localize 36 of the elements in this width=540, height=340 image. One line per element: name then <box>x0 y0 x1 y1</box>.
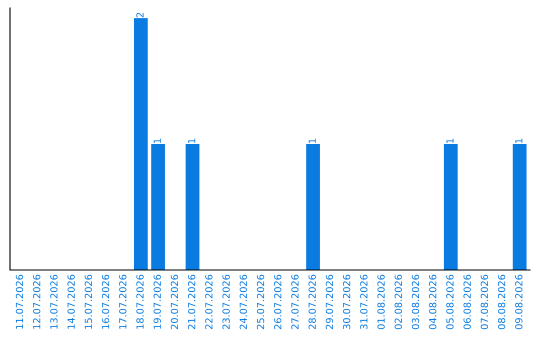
x-tick-label: 21.07.2026 <box>188 274 196 330</box>
x-tick-label: 15.07.2026 <box>84 274 92 329</box>
x-tick-label: 23.07.2026 <box>222 274 230 330</box>
data-label: 1 <box>188 138 196 143</box>
x-tick-label: 01.08.2026 <box>377 274 385 330</box>
data-label: 1 <box>308 138 316 143</box>
data-label: 1 <box>154 138 161 143</box>
data-label: 1 <box>446 138 454 143</box>
x-tick-label: 12.07.2026 <box>33 274 40 329</box>
data-label: 2 <box>136 12 144 18</box>
x-tick-label: 18.07.2026 <box>136 274 144 329</box>
x-tick-label: 06.08.2026 <box>463 274 471 330</box>
x-tick-label: 29.07.2026 <box>326 274 334 330</box>
x-tick-label: 31.07.2026 <box>360 274 368 330</box>
x-tick-label: 03.08.2026 <box>412 274 420 330</box>
x-tick-label: 07.08.2026 <box>480 274 488 330</box>
x-tick-label: 17.07.2026 <box>119 274 126 329</box>
x-tick-label: 22.07.2026 <box>205 274 213 330</box>
x-tick-label: 27.07.2026 <box>291 274 299 330</box>
x-tick-label: 25.07.2026 <box>256 274 264 330</box>
x-tick-label: 09.08.2026 <box>515 274 522 330</box>
x-tick-label: 13.07.2026 <box>50 274 58 329</box>
data-label: 1 <box>515 138 522 143</box>
x-tick-label: 11.07.2026 <box>16 274 24 329</box>
x-tick-label: 16.07.2026 <box>102 274 110 329</box>
x-tick-label: 05.08.2026 <box>446 274 454 330</box>
x-tick-label: 26.07.2026 <box>274 274 282 330</box>
x-tick-label: 30.07.2026 <box>342 274 350 330</box>
x-tick-label: 28.07.2026 <box>308 274 316 330</box>
x-tick-label: 20.07.2026 <box>170 274 178 330</box>
x-tick-label: 19.07.2026 <box>154 274 161 329</box>
x-tick-label: 14.07.2026 <box>67 274 75 329</box>
x-tick-label: 04.08.2026 <box>429 274 436 330</box>
x-tick-label: 08.08.2026 <box>498 274 506 330</box>
x-tick-label: 24.07.2026 <box>240 274 247 330</box>
x-tick-label: 02.08.2026 <box>394 274 402 330</box>
